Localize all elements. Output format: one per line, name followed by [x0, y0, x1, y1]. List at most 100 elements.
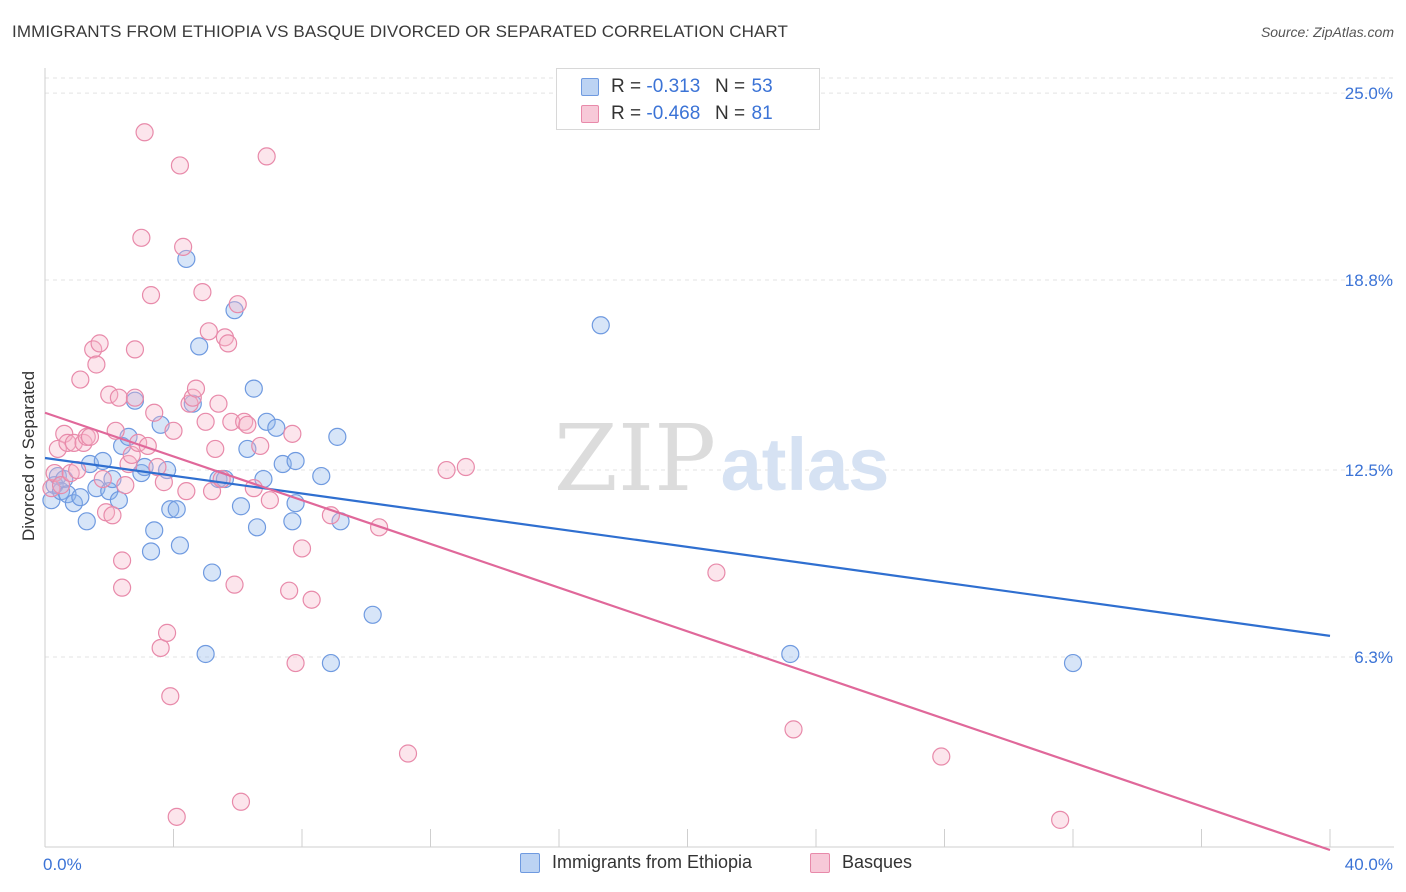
basque-point — [932, 747, 951, 766]
n-value: 53 — [751, 76, 773, 97]
basque-point — [164, 421, 183, 440]
ethiopia-point — [321, 653, 341, 673]
basque-point — [209, 394, 228, 413]
ethiopia-point — [286, 451, 305, 471]
basque-point — [87, 355, 106, 374]
basque-point — [148, 457, 167, 477]
ethiopia-point — [312, 466, 331, 486]
r-label: R = — [611, 103, 642, 124]
basque-point — [170, 156, 190, 175]
basque-point — [196, 412, 215, 431]
chart-title: IMMIGRANTS FROM ETHIOPIA VS BASQUE DIVOR… — [12, 22, 788, 41]
ethiopia-point — [71, 488, 90, 507]
basque-point — [112, 578, 132, 597]
basque-point — [151, 638, 170, 658]
ethiopia-point — [1063, 653, 1083, 673]
ethiopia-point — [145, 521, 164, 540]
ethiopia-point — [363, 605, 382, 624]
legend-row-basque: R = -0.468 N = 81 — [581, 101, 779, 127]
n-label: N = — [715, 103, 746, 124]
basque-point — [112, 551, 132, 570]
basque-point — [784, 720, 803, 739]
bottom-legend-basque: Basques — [810, 852, 912, 873]
ethiopia-point — [267, 418, 286, 437]
basque-point — [260, 491, 279, 510]
basque-point — [206, 439, 225, 459]
basque-point — [225, 575, 244, 594]
basque-point — [135, 123, 154, 142]
r-value: -0.313 — [646, 76, 701, 97]
basque-point — [167, 807, 186, 826]
basque-point — [202, 482, 222, 501]
basque-point — [292, 539, 312, 558]
stats-legend: R = -0.313 N = 53 R = -0.468 N = 81 — [556, 68, 820, 130]
basque-point — [286, 653, 305, 673]
y-tick-label: 6.3% — [1354, 648, 1393, 667]
basque-point — [48, 439, 67, 459]
basque-point — [186, 379, 206, 398]
x-tick-label-min: 0.0% — [43, 855, 82, 874]
source-label: Source: ZipAtlas.com — [1260, 24, 1394, 40]
basque-point — [707, 563, 726, 582]
basque-trend-line — [44, 411, 1331, 852]
basque-point — [116, 476, 135, 495]
y-tick-label: 25.0% — [1345, 84, 1393, 103]
basque-point — [238, 415, 257, 434]
ethiopia-point — [161, 500, 180, 519]
legend-row-ethiopia: R = -0.313 N = 53 — [581, 74, 779, 100]
ethiopia-point — [196, 644, 215, 664]
watermark-zip: ZIP — [554, 405, 716, 512]
tick-labels: 6.3% 12.5% 18.8% 25.0% 0.0% 40.0% — [43, 84, 1393, 874]
basque-point — [231, 792, 251, 811]
basque-point — [437, 460, 456, 480]
ethiopia-point — [141, 542, 161, 561]
basque-point — [398, 744, 418, 763]
basque-swatch — [581, 105, 599, 123]
ethiopia-point — [244, 379, 263, 398]
basque-point — [235, 412, 254, 431]
basque-point — [71, 370, 90, 389]
basque-point — [125, 388, 145, 407]
r-value: -0.468 — [646, 103, 701, 124]
ethiopia-point — [170, 536, 190, 555]
ethiopia-point — [283, 512, 302, 531]
basque-point — [456, 457, 475, 477]
ethiopia-point — [328, 427, 347, 446]
basque-point — [125, 340, 145, 359]
basque-point — [132, 228, 151, 247]
ethiopia-point — [231, 497, 251, 516]
basque-point — [257, 147, 276, 166]
n-value: 81 — [751, 103, 773, 124]
ethiopia-point — [257, 412, 276, 431]
basque-point — [58, 433, 77, 452]
y-tick-label: 18.8% — [1345, 271, 1393, 290]
ethiopia-point — [202, 563, 222, 582]
basque-legend-swatch — [810, 852, 830, 873]
basque-point — [157, 623, 177, 642]
watermark-atlas: atlas — [721, 423, 890, 506]
data-points — [42, 123, 1083, 829]
ethiopia-legend-swatch — [520, 852, 540, 873]
ethiopia-point — [591, 316, 610, 335]
basque-point — [193, 283, 212, 302]
basque-point — [283, 424, 302, 443]
ethiopia-point — [190, 337, 209, 356]
basque-point — [177, 482, 196, 501]
n-label: N = — [715, 76, 746, 97]
basque-point — [219, 334, 238, 353]
basque-point — [1051, 810, 1070, 829]
ethiopia-point — [167, 500, 186, 519]
ethiopia-point — [177, 249, 196, 269]
basque-point — [302, 590, 321, 609]
ethiopia-point — [247, 518, 267, 537]
ethiopia-swatch — [581, 78, 599, 96]
trend-lines — [44, 411, 1331, 852]
basque-point — [93, 469, 112, 489]
basque-point — [251, 436, 270, 456]
ethiopia-point — [781, 644, 800, 664]
basque-point — [161, 687, 180, 706]
basque-point — [103, 506, 122, 525]
ethiopia-trend-line — [44, 456, 1331, 637]
ethiopia-point — [109, 491, 128, 510]
